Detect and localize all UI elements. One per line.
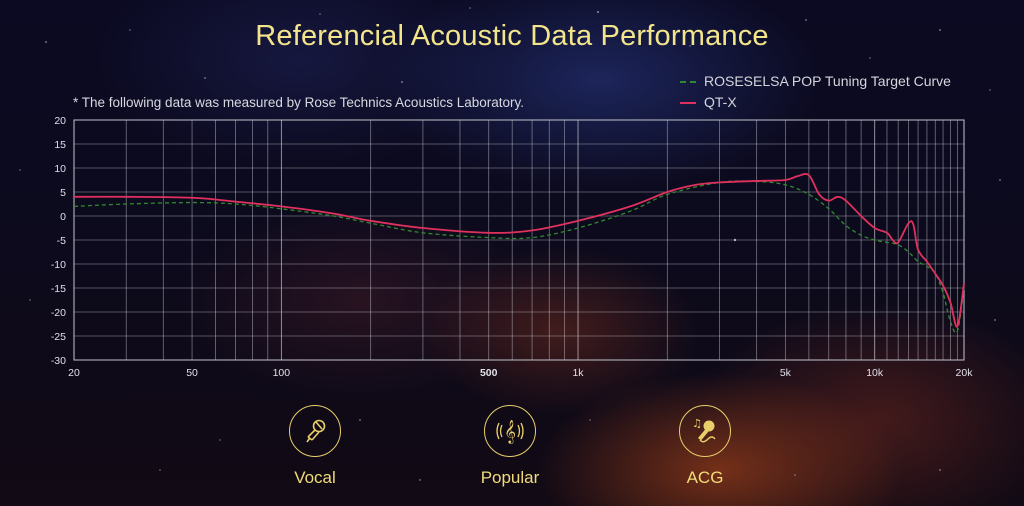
target-curve-line [73, 180, 965, 334]
category-acg: ♫ ACG [650, 405, 760, 488]
treble-clef-sound-icon: 𝄞 [484, 405, 536, 457]
category-popular: 𝄞 Popular [455, 405, 565, 488]
svg-text:20: 20 [54, 115, 66, 127]
svg-text:5: 5 [60, 187, 66, 199]
legend-label: ROSESELSA POP Tuning Target Curve [704, 73, 951, 89]
category-label: Popular [480, 468, 540, 487]
chart-grid [73, 119, 965, 361]
legend-item-qtx: QT-X [680, 92, 951, 113]
svg-text:1k: 1k [572, 367, 584, 379]
svg-text:100: 100 [273, 367, 291, 379]
qtx-curve-line [73, 173, 965, 328]
svg-text:20: 20 [68, 367, 80, 379]
svg-text:♫: ♫ [692, 417, 702, 430]
svg-text:𝄞: 𝄞 [504, 419, 516, 444]
svg-text:-5: -5 [57, 235, 66, 247]
svg-text:5k: 5k [780, 367, 792, 379]
legend-item-target-curve: ROSESELSA POP Tuning Target Curve [680, 71, 951, 92]
svg-text:10k: 10k [866, 367, 884, 379]
svg-text:50: 50 [186, 367, 198, 379]
svg-text:0: 0 [60, 211, 66, 223]
svg-text:-25: -25 [51, 331, 66, 343]
svg-text:-30: -30 [51, 355, 66, 367]
svg-text:-10: -10 [51, 259, 66, 271]
svg-text:10: 10 [54, 163, 66, 175]
y-axis-ticks: 20 15 10 5 0 -5 -10 -15 -20 -25 -30 [51, 115, 66, 367]
x-axis-ticks: 20 50 100 500 1k 5k 10k 20k [68, 367, 973, 379]
category-label: Vocal [294, 468, 336, 487]
page-title: Referencial Acoustic Data Performance [255, 20, 769, 52]
svg-text:15: 15 [54, 139, 66, 151]
measurement-note: * The following data was measured by Ros… [73, 95, 524, 110]
chart-legend: ROSESELSA POP Tuning Target Curve QT-X [680, 71, 951, 113]
svg-text:20k: 20k [956, 367, 974, 379]
dashed-line-swatch-icon [680, 80, 696, 83]
microphone-icon [289, 405, 341, 457]
svg-text:-15: -15 [51, 283, 66, 295]
karaoke-microphone-icon: ♫ [679, 405, 731, 457]
svg-text:500: 500 [480, 367, 498, 379]
solid-line-swatch-icon [680, 101, 696, 104]
svg-text:-20: -20 [51, 307, 66, 319]
legend-label: QT-X [704, 94, 737, 110]
category-vocal: Vocal [260, 405, 370, 488]
category-label: ACG [686, 468, 724, 487]
